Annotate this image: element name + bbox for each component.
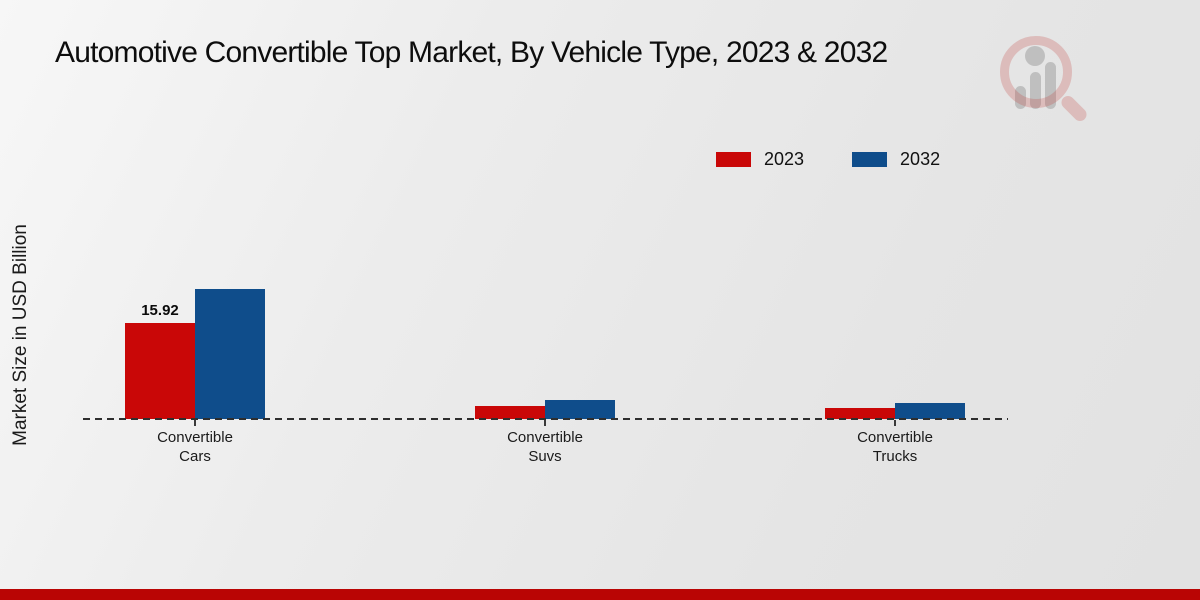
footer-red-strip — [0, 589, 1200, 600]
y-axis-label: Market Size in USD Billion — [10, 224, 31, 446]
legend-item-2032: 2032 — [852, 149, 940, 170]
bar-2032-convertible-trucks — [895, 402, 965, 419]
category-label-convertible-cars: Convertible Cars — [157, 429, 233, 465]
category-label-convertible-trucks: Convertible Trucks — [857, 429, 933, 465]
chart-title: Automotive Convertible Top Market, By Ve… — [55, 36, 888, 69]
bar-2023-convertible-suvs — [475, 406, 545, 419]
legend: 2023 2032 — [716, 149, 940, 170]
plot-area: Convertible Cars Convertible Suvs Convertibl… — [83, 145, 1008, 465]
legend-swatch-2023 — [716, 152, 751, 167]
bar-2023-convertible-cars — [125, 323, 195, 419]
bar-2032-convertible-suvs — [545, 400, 615, 419]
legend-swatch-2032 — [852, 152, 888, 167]
bar-2032-convertible-cars — [195, 289, 265, 419]
legend-item-2023: 2023 — [716, 149, 804, 170]
magnifier-handle-icon — [1058, 93, 1090, 124]
bar-value-label: 15.92 — [141, 302, 179, 320]
magnifier-ring-icon — [1000, 36, 1072, 108]
market-research-magnifier-logo — [998, 34, 1093, 129]
x-axis-tick — [194, 420, 196, 426]
x-axis-tick — [544, 420, 546, 426]
x-axis-dashed-baseline — [83, 418, 1008, 420]
bar-2023-convertible-trucks — [825, 408, 895, 419]
legend-label: 2023 — [764, 149, 805, 169]
legend-label: 2032 — [900, 149, 941, 169]
category-label-convertible-suvs: Convertible Suvs — [507, 429, 583, 465]
x-axis-tick — [894, 420, 896, 426]
